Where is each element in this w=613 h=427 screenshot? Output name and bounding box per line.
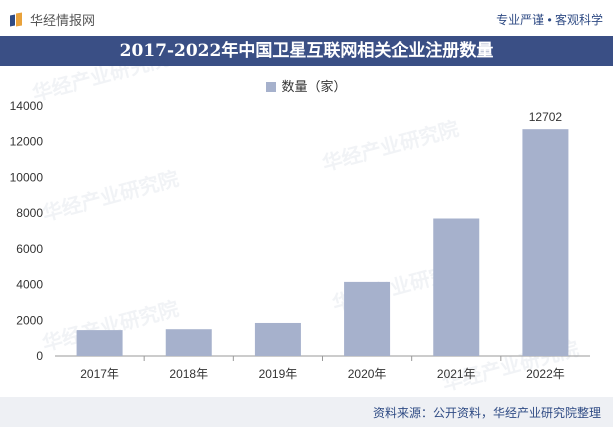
bar	[433, 218, 480, 356]
y-tick-label: 6000	[16, 242, 43, 256]
bar	[76, 330, 123, 356]
data-label: 12702	[529, 110, 563, 124]
bar	[165, 329, 212, 356]
x-tick-label: 2022年	[526, 367, 565, 381]
y-tick-label: 0	[36, 349, 43, 363]
y-tick-label: 8000	[16, 206, 43, 220]
y-tick-label: 14000	[10, 99, 44, 113]
slogan: 专业严谨 • 客观科学	[496, 13, 603, 27]
source-note: 资料来源：公开资料，华经产业研究院整理	[372, 406, 601, 420]
legend-swatch	[266, 82, 277, 92]
bar	[344, 281, 391, 356]
y-tick-label: 4000	[16, 278, 43, 292]
y-tick-label: 2000	[16, 313, 43, 327]
x-tick-label: 2021年	[437, 367, 476, 381]
bar	[522, 129, 569, 356]
legend: 数量（家）	[0, 76, 613, 95]
chart-title: 2017-2022年中国卫星互联网相关企业注册数量	[0, 36, 613, 66]
y-tick-label: 10000	[10, 170, 44, 184]
top-bar: 华经情报网 专业严谨 • 客观科学	[0, 0, 613, 36]
bar	[254, 322, 301, 356]
x-tick-label: 2020年	[348, 367, 387, 381]
brand-name: 华经情报网	[30, 13, 96, 28]
brand: 华经情报网	[10, 10, 95, 29]
x-tick-label: 2018年	[169, 367, 208, 381]
x-tick-label: 2017年	[80, 367, 119, 381]
y-tick-label: 12000	[10, 135, 44, 149]
source-band: 资料来源：公开资料，华经产业研究院整理	[0, 397, 613, 427]
legend-label: 数量（家）	[281, 79, 347, 94]
x-tick-label: 2019年	[259, 367, 298, 381]
